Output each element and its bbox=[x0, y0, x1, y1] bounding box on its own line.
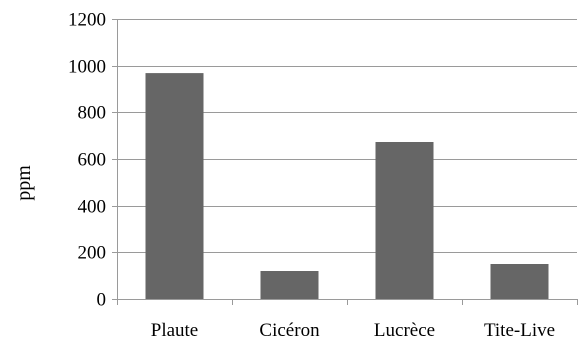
x-tick-label: Lucrèce bbox=[374, 320, 435, 341]
axes bbox=[112, 19, 578, 305]
x-tick-label: Plaute bbox=[151, 320, 199, 341]
x-tick-label: Tite-Live bbox=[484, 320, 555, 341]
y-tick-label: 1200 bbox=[68, 10, 106, 31]
y-tick-label: 200 bbox=[78, 243, 107, 264]
bars bbox=[145, 73, 549, 299]
x-tick-label: Cicéron bbox=[259, 320, 320, 341]
bar-lucrèce bbox=[375, 142, 434, 299]
y-tick-labels: 0 200 400 600 800 1000 1200 bbox=[68, 10, 106, 311]
bar-cicéron bbox=[260, 271, 319, 299]
bar-tite-live bbox=[490, 264, 549, 299]
y-axis-title: ppm bbox=[13, 165, 35, 201]
y-tick-label: 0 bbox=[97, 290, 107, 311]
y-tick-label: 600 bbox=[78, 150, 107, 171]
x-tick-labels: Plaute Cicéron Lucrèce Tite-Live bbox=[151, 320, 555, 341]
y-tick-label: 800 bbox=[78, 103, 107, 124]
y-tick-label: 400 bbox=[78, 197, 107, 218]
bar-plaute bbox=[145, 73, 204, 299]
y-tick-label: 1000 bbox=[68, 57, 106, 78]
